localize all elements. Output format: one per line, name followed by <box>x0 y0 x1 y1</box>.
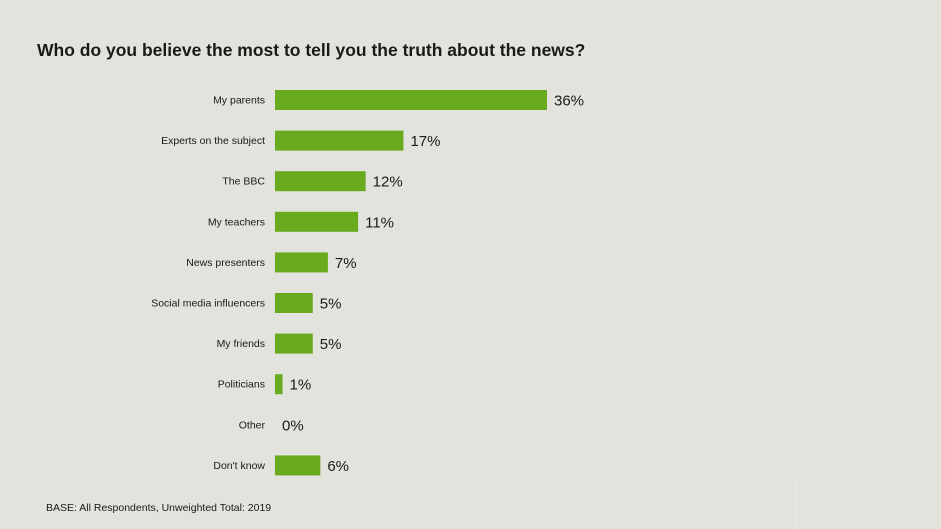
value-label: 17% <box>410 133 440 150</box>
value-label: 5% <box>320 296 342 313</box>
bar <box>275 171 366 192</box>
category-label: Experts on the subject <box>161 135 265 147</box>
bar <box>275 130 404 151</box>
chart-title: Who do you believe the most to tell you … <box>37 40 586 60</box>
category-label: News presenters <box>186 257 265 269</box>
divider <box>796 482 797 529</box>
value-label: 5% <box>320 336 342 353</box>
bar <box>275 293 313 313</box>
category-label: The BBC <box>222 176 265 188</box>
base-note: BASE: All Respondents, Unweighted Total:… <box>46 502 272 514</box>
bar <box>275 211 359 232</box>
category-label: My parents <box>213 95 265 107</box>
category-label: Politicians <box>218 379 265 391</box>
category-label: Social media influencers <box>151 298 265 310</box>
bars-layer: My parents 36% Experts on the subject 17% Th… <box>151 90 584 476</box>
bar <box>275 455 321 476</box>
value-label: 0% <box>282 417 304 434</box>
bar <box>275 252 328 273</box>
category-label: Other <box>239 419 266 431</box>
value-label: 36% <box>554 93 584 110</box>
bar <box>275 333 313 354</box>
value-label: 7% <box>335 255 357 272</box>
value-label: 11% <box>365 214 394 231</box>
category-label: Don't know <box>213 460 265 472</box>
category-label: My teachers <box>208 216 265 228</box>
bar <box>275 90 547 110</box>
value-label: 1% <box>290 377 312 394</box>
category-label: My friends <box>217 338 265 350</box>
value-label: 6% <box>327 458 349 475</box>
value-label: 12% <box>373 174 403 191</box>
bar <box>275 374 283 395</box>
